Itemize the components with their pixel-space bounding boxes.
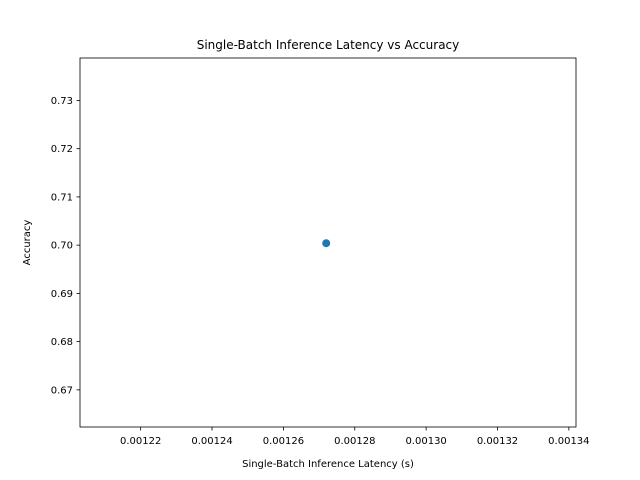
x-axis-label: Single-Batch Inference Latency (s) <box>242 459 414 470</box>
y-axis-ticks: 0.67 0.68 0.69 0.70 0.71 0.72 0.73 <box>51 96 80 396</box>
y-tick-label: 0.71 <box>51 192 73 203</box>
y-tick-label: 0.69 <box>51 289 73 300</box>
y-tick-label: 0.68 <box>51 337 73 348</box>
data-points <box>322 239 331 248</box>
x-tick-label: 0.00122 <box>120 436 161 447</box>
data-point <box>322 239 331 248</box>
x-tick-label: 0.00132 <box>477 436 518 447</box>
chart-title: Single-Batch Inference Latency vs Accura… <box>197 38 460 52</box>
plot-area-frame <box>79 57 577 428</box>
x-tick-label: 0.00130 <box>405 436 446 447</box>
y-axis-label: Accuracy <box>22 220 33 266</box>
x-axis-ticks: 0.00122 0.00124 0.00126 0.00128 0.00130 0.001… <box>120 427 590 447</box>
x-tick-label: 0.00124 <box>191 436 232 447</box>
x-tick-label: 0.00134 <box>548 436 589 447</box>
y-tick-label: 0.72 <box>51 144 73 155</box>
y-tick-label: 0.70 <box>51 241 73 252</box>
y-tick-label: 0.73 <box>51 96 73 107</box>
x-tick-label: 0.00128 <box>334 436 375 447</box>
y-tick-label: 0.67 <box>51 385 73 396</box>
x-tick-label: 0.00126 <box>263 436 304 447</box>
